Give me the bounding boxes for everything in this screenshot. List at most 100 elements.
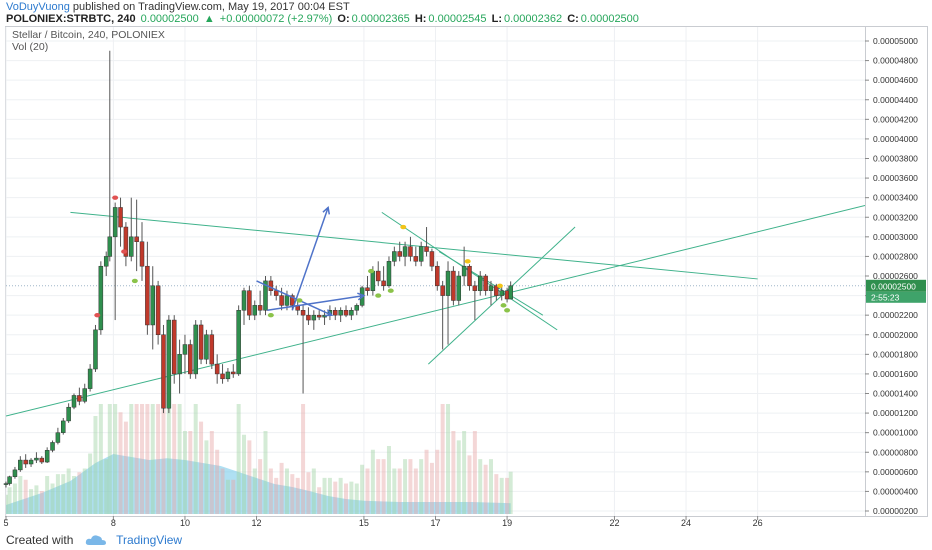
volume-bar (231, 479, 236, 514)
candle-body (28, 459, 34, 465)
candle-body (413, 256, 419, 262)
volume-bar (66, 468, 71, 514)
time-tick-label: 5 (3, 518, 8, 528)
volume-bar (397, 468, 402, 514)
candle-body (499, 290, 504, 296)
volume-bar (301, 404, 306, 514)
price-tick-label: 0.00002200 (873, 310, 918, 320)
price-tick-label: 0.00001600 (873, 369, 918, 379)
volume-bar (494, 474, 499, 514)
candle-body (397, 251, 402, 257)
candle-body (225, 371, 231, 380)
candle-body (198, 324, 204, 360)
author-link[interactable]: VoDuyVuong (6, 1, 70, 13)
candle-body (166, 319, 172, 409)
signal-marker (464, 259, 471, 264)
price-tick-label: 0.00005000 (873, 36, 918, 46)
volume-bar (150, 404, 155, 514)
change-arrow-icon: ▲ (203, 13, 215, 25)
low-value: 0.00002362 (504, 13, 563, 25)
volume-bar (499, 477, 504, 514)
candle-body (300, 310, 306, 316)
candle-body (354, 305, 360, 311)
candle-body (263, 280, 268, 311)
candle-body (161, 334, 166, 409)
signal-marker (387, 288, 394, 293)
publication-line: VoDuyVuong published on TradingView.com,… (6, 1, 350, 13)
signal-marker (504, 308, 511, 313)
candle-body (214, 363, 220, 375)
volume-bar (188, 431, 193, 514)
candle-body (445, 270, 451, 296)
price-tick-label: 0.00001200 (873, 408, 918, 418)
volume-bar (23, 479, 28, 514)
price-axis[interactable] (866, 26, 928, 517)
candle-body (370, 270, 376, 291)
candle-body (440, 285, 445, 296)
arrow-head (322, 205, 331, 215)
candle-body (236, 310, 241, 375)
price-tick-label: 0.00002800 (873, 251, 918, 261)
candle-body (247, 290, 252, 316)
arrow-line (256, 280, 333, 316)
price-tick-label: 0.00001800 (873, 349, 918, 359)
candle-body (461, 265, 467, 277)
time-tick-label: 10 (180, 518, 190, 528)
candle-body (435, 265, 440, 287)
trendline[interactable] (70, 211, 758, 280)
candle-body (3, 483, 9, 485)
volume-bar (104, 459, 109, 514)
candle-body (177, 354, 182, 375)
candle-body (139, 241, 145, 267)
volume-bar (93, 416, 98, 514)
volume-bar (193, 404, 198, 514)
volume-bar (172, 404, 177, 514)
price-tick-label: 0.00004000 (873, 134, 918, 144)
arrow-line (291, 207, 329, 311)
candle-body (155, 285, 161, 335)
countdown-text: 2:55:23 (871, 292, 900, 302)
volume-bar (118, 412, 123, 514)
candle-body (349, 310, 354, 316)
price-tick-label: 0.00004200 (873, 114, 918, 124)
volume-bar (209, 431, 214, 514)
candle-body (508, 285, 513, 300)
candle-body (252, 305, 258, 316)
volume-bar (349, 481, 354, 514)
price-tick-label: 0.00000800 (873, 447, 918, 457)
price-tick-label: 0.00001000 (873, 428, 918, 438)
candle-body (103, 256, 109, 267)
current-price-text: 0.00002500 (871, 281, 916, 291)
time-tick-label: 15 (359, 518, 369, 528)
volume-bar (505, 477, 510, 514)
volume-bar (45, 476, 50, 514)
volume-bar (279, 462, 284, 514)
volume-bar (145, 404, 150, 514)
volume-bar (156, 404, 161, 514)
volume-bar (215, 449, 220, 514)
candle-body (204, 334, 209, 360)
signal-marker (400, 224, 407, 230)
candle-body (273, 290, 279, 296)
arrow-head (324, 309, 334, 317)
candle-body (71, 395, 77, 408)
signal-marker (375, 293, 382, 298)
time-tick-label: 8 (111, 518, 116, 528)
volume-bar (113, 404, 118, 514)
price-change: +0.00000072 (+2.97%) (219, 13, 333, 25)
volume-bar (386, 446, 391, 514)
arrow-line (267, 294, 365, 312)
volume-bar (258, 459, 263, 514)
volume-bar (177, 404, 182, 514)
tradingview-link[interactable]: TradingView (116, 533, 183, 547)
volume-bar (295, 477, 300, 514)
candle-body (338, 310, 343, 316)
candle-body (494, 285, 499, 296)
candle-body (343, 310, 349, 316)
candle-body (150, 285, 155, 326)
trendline[interactable] (6, 205, 865, 417)
candle-body (333, 310, 338, 316)
candle-body (44, 450, 50, 463)
candle-body (82, 388, 87, 402)
